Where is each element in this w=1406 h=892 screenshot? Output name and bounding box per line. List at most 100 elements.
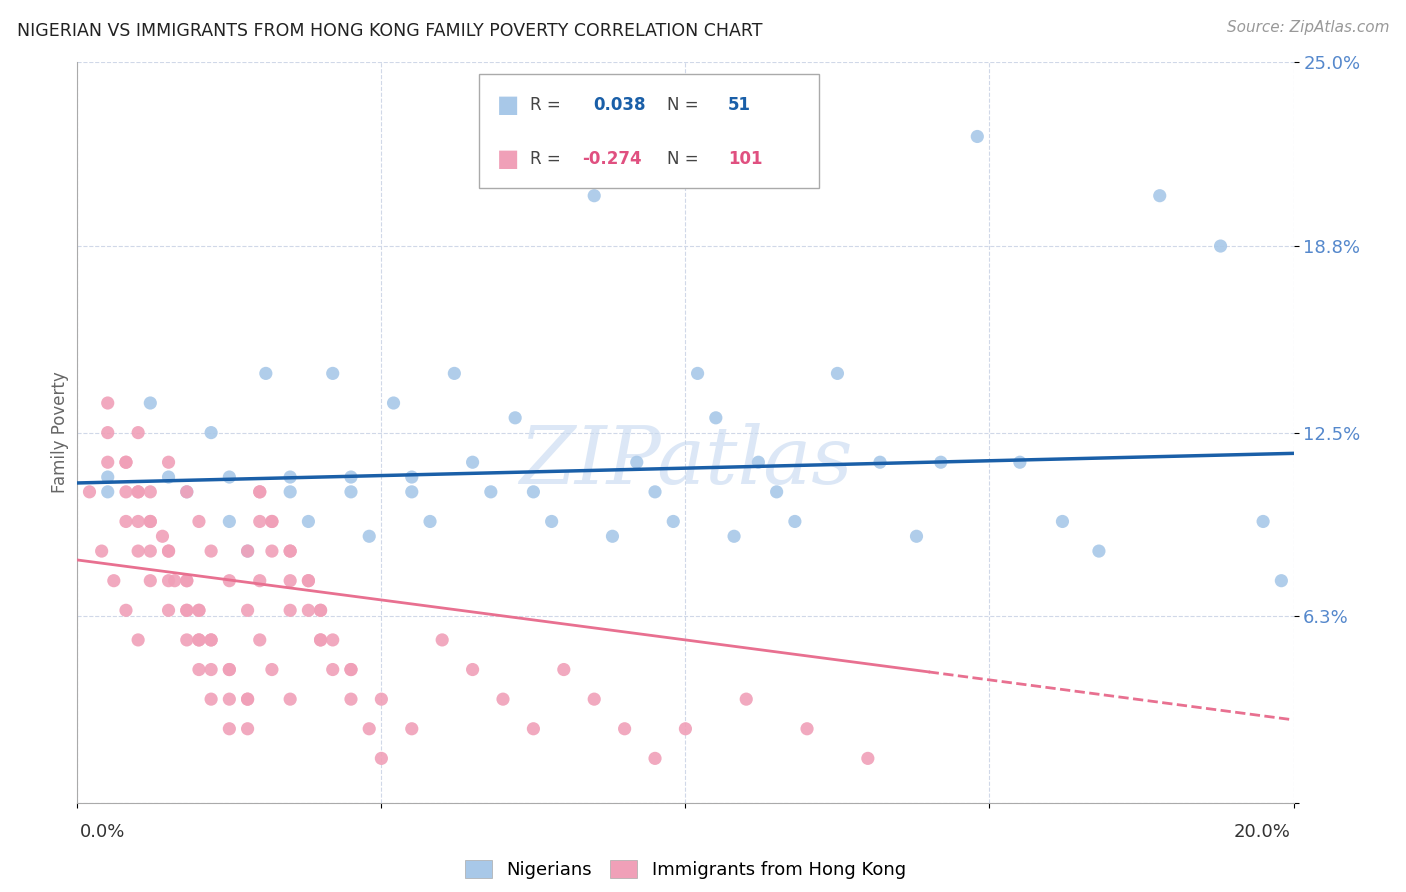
Point (103, 574, 125, 588)
Point (827, 367, 849, 381)
Point (188, 632, 211, 647)
Point (139, 515, 162, 529)
Point (218, 722, 240, 736)
Point (200, 544, 222, 558)
Point (704, 410, 727, 425)
Point (236, 544, 259, 558)
Text: NIGERIAN VS IMMIGRANTS FROM HONG KONG FAMILY POVERTY CORRELATION CHART: NIGERIAN VS IMMIGRANTS FROM HONG KONG FA… (17, 22, 762, 40)
Point (236, 692, 259, 706)
Point (139, 396, 162, 410)
Point (260, 544, 283, 558)
Point (856, 751, 879, 765)
Point (1052, 515, 1074, 529)
Point (176, 603, 198, 617)
Point (97, 470, 120, 484)
Point (278, 692, 301, 706)
Point (1251, 515, 1274, 529)
Point (1149, 188, 1171, 202)
Point (176, 484, 198, 499)
Point (340, 663, 363, 677)
Point (188, 515, 211, 529)
Point (176, 603, 198, 617)
Point (370, 751, 392, 765)
Point (200, 663, 222, 677)
Point (309, 632, 332, 647)
Point (359, 529, 381, 543)
Point (747, 455, 769, 469)
Point (236, 722, 259, 736)
Point (152, 529, 174, 543)
Point (176, 484, 198, 499)
Text: N =: N = (668, 95, 704, 113)
Point (249, 484, 271, 499)
Point (218, 663, 240, 677)
Point (297, 603, 319, 617)
Text: 20.0%: 20.0% (1234, 822, 1291, 840)
Point (200, 632, 222, 647)
Text: ZIPatlas: ZIPatlas (519, 424, 852, 501)
Point (278, 544, 301, 558)
Point (662, 515, 685, 529)
Point (322, 632, 344, 647)
Point (340, 663, 363, 677)
Point (553, 663, 575, 677)
Point (626, 455, 648, 469)
Point (157, 574, 180, 588)
Text: R =: R = (530, 150, 565, 168)
Point (157, 470, 180, 484)
Point (492, 692, 515, 706)
Point (236, 692, 259, 706)
Point (503, 410, 526, 425)
Point (340, 484, 363, 499)
Point (297, 574, 319, 588)
Point (370, 692, 392, 706)
Point (1088, 544, 1111, 558)
Point (613, 722, 636, 736)
Point (340, 470, 363, 484)
Text: -0.274: -0.274 (582, 150, 641, 168)
Point (359, 722, 381, 736)
Point (218, 574, 240, 588)
Point (139, 574, 162, 588)
Point (278, 544, 301, 558)
Point (796, 722, 818, 736)
Point (401, 484, 423, 499)
Point (115, 603, 138, 617)
Point (783, 515, 806, 529)
Point (139, 484, 162, 499)
Point (869, 455, 891, 469)
Point (127, 515, 149, 529)
Point (461, 663, 484, 677)
Point (278, 470, 301, 484)
Point (479, 484, 502, 499)
Point (97, 455, 120, 469)
Text: ■: ■ (496, 146, 519, 170)
Point (309, 603, 332, 617)
Point (127, 544, 149, 558)
Point (278, 603, 301, 617)
Point (176, 632, 198, 647)
Point (127, 484, 149, 499)
Text: 101: 101 (728, 150, 762, 168)
Point (254, 367, 277, 381)
Point (97, 484, 120, 499)
Point (461, 455, 484, 469)
Legend: Nigerians, Immigrants from Hong Kong: Nigerians, Immigrants from Hong Kong (465, 860, 905, 879)
Point (249, 484, 271, 499)
Point (139, 544, 162, 558)
Point (540, 515, 562, 529)
Point (139, 515, 162, 529)
Point (686, 367, 709, 381)
Point (565, 129, 588, 144)
Point (90, 544, 112, 558)
Point (200, 425, 222, 440)
Text: N =: N = (668, 150, 704, 168)
Point (905, 529, 928, 543)
Point (157, 455, 180, 469)
Text: R =: R = (530, 95, 565, 113)
Text: Source: ZipAtlas.com: Source: ZipAtlas.com (1226, 20, 1389, 35)
Point (176, 574, 198, 588)
Point (322, 367, 344, 381)
Point (735, 692, 758, 706)
Point (583, 188, 606, 202)
